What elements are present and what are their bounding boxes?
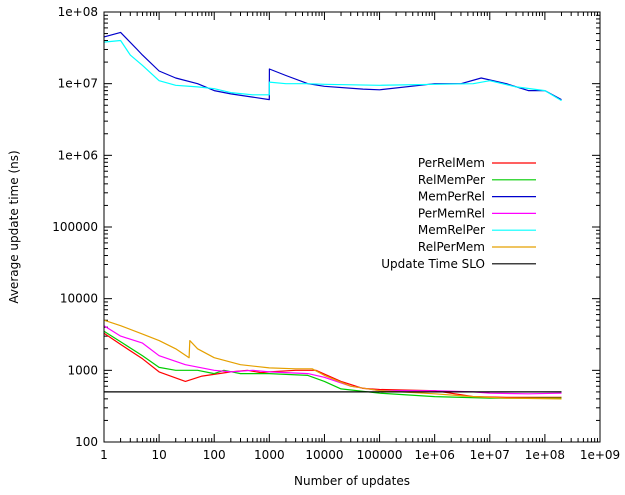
y-tick-label: 1e+07 — [58, 77, 98, 91]
x-tick-label: 1000 — [254, 448, 285, 462]
y-tick-label: 1e+08 — [58, 5, 98, 19]
legend: PerRelMem RelMemPer MemPerRel PerMemRel MemR… — [381, 156, 536, 271]
x-tick-label: 1e+08 — [525, 448, 565, 462]
x-tick-label: 10 — [151, 448, 166, 462]
x-axis-title: Number of updates — [294, 474, 410, 488]
x-tick-label: 100 — [203, 448, 226, 462]
x-tick-label: 100000 — [357, 448, 403, 462]
y-tick-label: 1000 — [67, 363, 98, 377]
y-tick-label: 100000 — [52, 220, 98, 234]
legend-label-memrelper: MemRelPer — [418, 223, 485, 237]
y-tick-label: 100 — [75, 435, 98, 449]
x-tick-label: 10000 — [305, 448, 343, 462]
legend-label-perrelmem: PerRelMem — [418, 156, 485, 170]
legend-label-relpermem: RelPerMem — [418, 240, 485, 254]
legend-label-permemrel: PerMemRel — [418, 206, 485, 220]
x-tick-label: 1 — [100, 448, 108, 462]
series-line-memperrel — [103, 31, 562, 101]
series-line-relmemper — [103, 330, 562, 399]
x-tick-label: 1e+06 — [414, 448, 454, 462]
plot-series — [103, 31, 562, 400]
y-tick-label: 10000 — [60, 292, 98, 306]
x-tick-label: 1e+07 — [470, 448, 510, 462]
axis-ticks — [103, 11, 601, 443]
x-tick-labels: 1 10 100 1000 10000 100000 1e+06 1e+07 1e+08 1e+0… — [100, 448, 620, 462]
series-line-permemrel — [103, 325, 562, 395]
legend-label-memperrel: MemPerRel — [418, 190, 485, 204]
legend-label-update-time-slo: Update Time SLO — [381, 257, 485, 271]
x-tick-label: 1e+09 — [580, 448, 620, 462]
series-line-memrelper — [103, 39, 562, 102]
y-tick-labels: 100 1000 10000 100000 1e+06 1e+07 1e+08 — [52, 5, 98, 449]
y-axis-title: Average update time (ns) — [7, 150, 21, 303]
y-tick-label: 1e+06 — [58, 148, 98, 162]
series-line-perrelmem — [103, 332, 562, 398]
legend-label-relmemper: RelMemPer — [418, 173, 485, 187]
series-line-relpermem — [103, 319, 562, 400]
plot-frame — [103, 11, 601, 443]
